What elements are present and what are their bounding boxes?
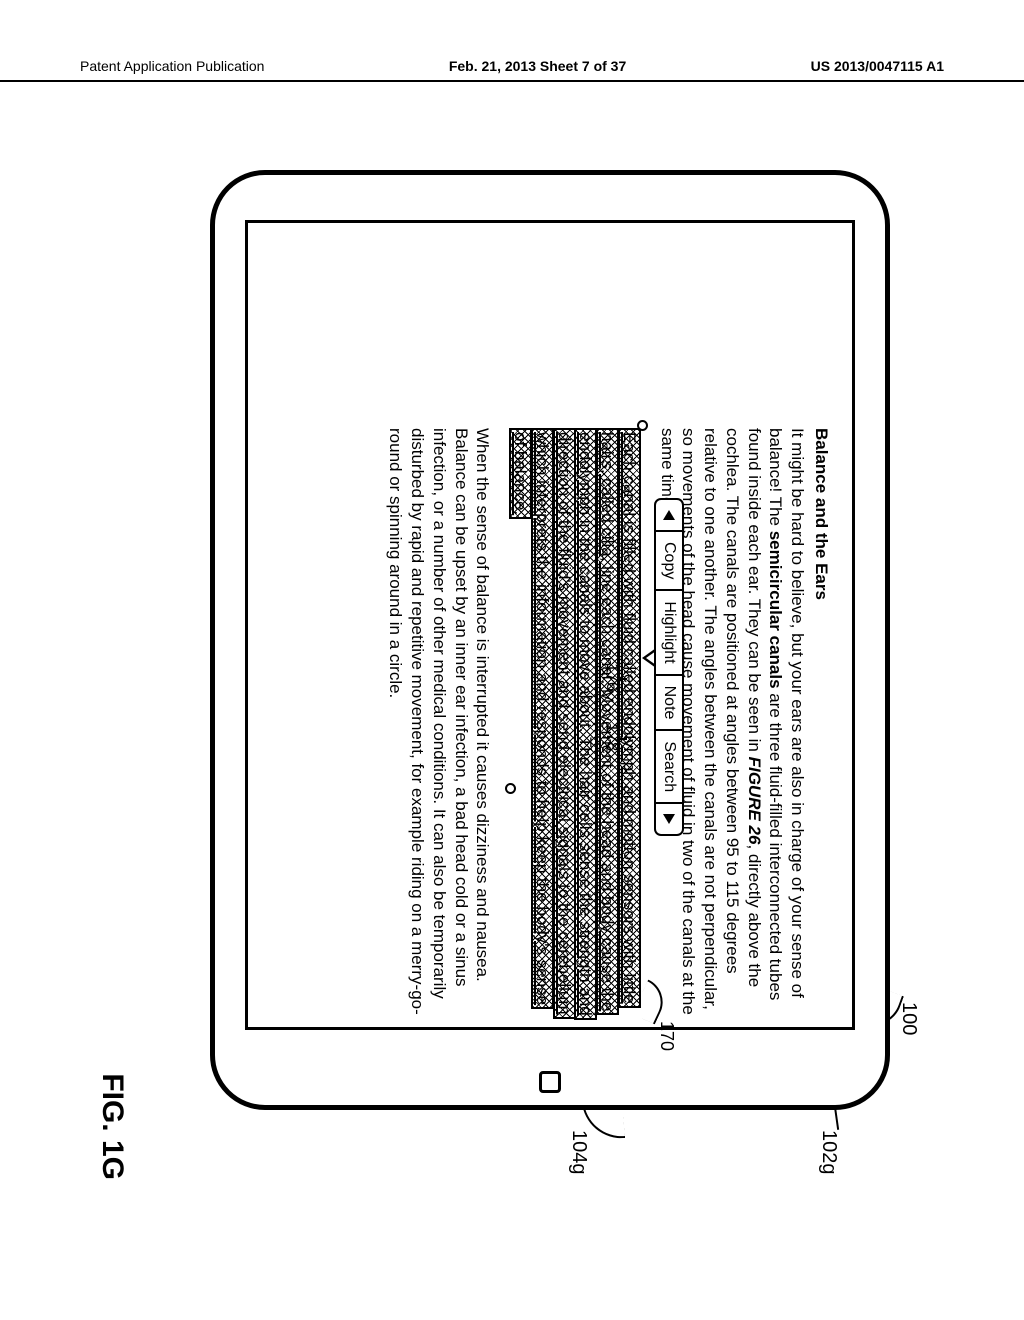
ref-102g: 102g [817, 1130, 840, 1175]
ref-100: 100 [897, 1002, 920, 1035]
figure-label: FIG. 1G [95, 1073, 129, 1180]
ref-104g: 104g [567, 1130, 590, 1175]
pub-number: US 2013/0047115 A1 [811, 58, 944, 74]
selection-handle-end[interactable] [506, 783, 517, 794]
article-title: Balance and the Ears [810, 428, 832, 1018]
page-header: Patent Application Publication Feb. 21, … [0, 58, 1024, 82]
pub-type: Patent Application Publication [80, 58, 264, 74]
search-button[interactable]: Search [656, 731, 682, 804]
pub-date-sheet: Feb. 21, 2013 Sheet 7 of 37 [449, 58, 626, 74]
note-button[interactable]: Note [656, 676, 682, 732]
highlight-button[interactable]: Highlight [656, 591, 682, 675]
paragraph-3: When the sense of balance is interrupted… [385, 428, 494, 1018]
tablet-device: Balance and the Ears It might be hard to… [210, 170, 890, 1110]
ref-178-leader [617, 738, 627, 740]
ref-170: 170 [656, 1021, 677, 1051]
p1-figref: FIGURE 26 [745, 757, 764, 845]
selection-handle-start[interactable] [637, 420, 648, 431]
screen: Balance and the Ears It might be hard to… [245, 220, 855, 1030]
copy-button[interactable]: Copy [656, 532, 682, 591]
home-button[interactable] [539, 1071, 561, 1093]
figure-landscape: 100 102g 104g Balance and the Ears It mi… [100, 140, 920, 1190]
p1-term: semicircular canals [767, 531, 786, 689]
menu-prev-arrow[interactable] [656, 500, 682, 532]
ref-176-leader [617, 678, 627, 680]
menu-next-arrow[interactable] [656, 804, 682, 834]
edit-menu: Copy Highlight Note Search [654, 498, 684, 836]
figure-rotated-wrap: 100 102g 104g Balance and the Ears It mi… [0, 255, 1024, 1075]
